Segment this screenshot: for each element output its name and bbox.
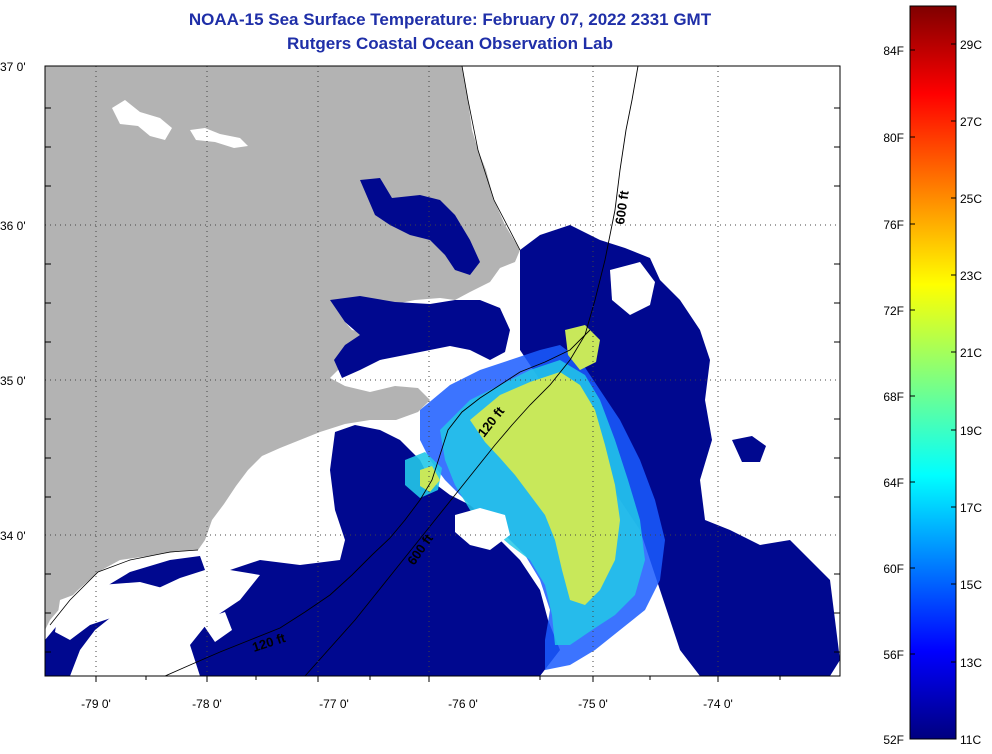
colorbar-label-c: 19C <box>960 424 982 438</box>
lon-label-78: -78 0' <box>192 697 222 711</box>
coastline <box>49 66 521 626</box>
colorbar-label-f: 72F <box>883 304 904 318</box>
lon-label-77: -77 0' <box>319 697 349 711</box>
colorbar-label-c: 21C <box>960 346 982 360</box>
colorbar-label-f: 60F <box>883 562 904 576</box>
cloud-hole <box>200 612 232 642</box>
map-title: NOAA-15 Sea Surface Temperature: Februar… <box>188 10 712 29</box>
colorbar-label-c: 17C <box>960 501 982 515</box>
colorbar-label-c: 27C <box>960 115 982 129</box>
colorbar-label-c: 13C <box>960 656 982 670</box>
colorbar-label-c: 29C <box>960 38 982 52</box>
lat-label-34: 34 0' <box>0 529 26 543</box>
lon-label-74: -74 0' <box>703 697 733 711</box>
contour-120ft <box>164 329 591 676</box>
colorbar-label-c: 15C <box>960 578 982 592</box>
lon-label-79: -79 0' <box>81 697 111 711</box>
axis-ticks <box>45 107 840 682</box>
inland-lake <box>112 100 172 140</box>
inland-lake <box>190 128 248 148</box>
cloud-hole <box>455 508 510 550</box>
colorbar-label-c: 23C <box>960 269 982 283</box>
colorbar-label-f: 64F <box>883 476 904 490</box>
colorbar-label-f: 56F <box>883 648 904 662</box>
map-subtitle: Rutgers Coastal Ocean Observation Lab <box>287 34 613 53</box>
lon-label-75: -75 0' <box>578 697 608 711</box>
lon-label-76: -76 0' <box>448 697 478 711</box>
colorbar-label-c: 25C <box>960 192 982 206</box>
lat-label-36: 36 0' <box>0 219 26 233</box>
cloud-hole <box>610 262 655 315</box>
colorbar-label-c: 11C <box>960 733 981 747</box>
cold-water-offshore <box>190 425 560 676</box>
cold-water-sound-south <box>330 296 510 378</box>
colorbar-label-f: 84F <box>883 44 904 58</box>
colorbar-label-f: 68F <box>883 390 904 404</box>
cold-water-patch <box>732 436 766 462</box>
map-grid <box>45 66 840 676</box>
colorbar <box>909 5 957 740</box>
contour-600ft-north <box>304 66 639 676</box>
contour-label-600-north: 600 ft <box>612 189 632 225</box>
lat-label-37: 37 0' <box>0 60 26 74</box>
lat-label-35: 35 0' <box>0 374 26 388</box>
warm-core-north <box>565 325 600 370</box>
colorbar-label-f: 80F <box>883 131 904 145</box>
cloud-hole <box>55 582 170 640</box>
colorbar-label-f: 76F <box>883 218 904 232</box>
warm-patch-west <box>420 466 440 492</box>
colorbar-ticks <box>910 43 956 663</box>
colorbar-label-f: 52F <box>883 733 904 747</box>
map-frame <box>44 65 841 677</box>
cold-water-sounds <box>360 178 480 275</box>
cold-water-east <box>520 225 840 676</box>
